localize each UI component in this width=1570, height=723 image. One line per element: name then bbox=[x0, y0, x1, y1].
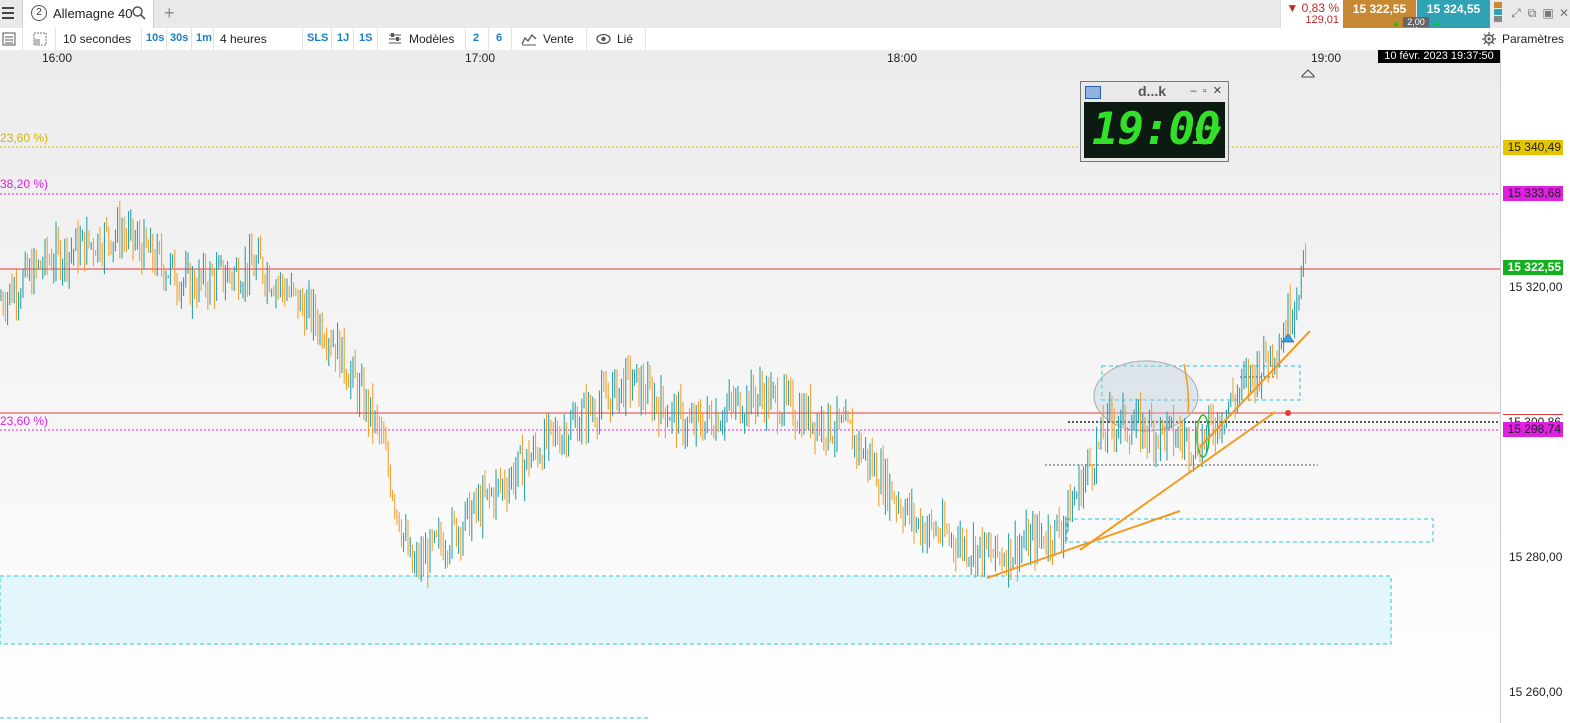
minimize-icon[interactable]: ‒ bbox=[1190, 85, 1197, 97]
trade-icon[interactable] bbox=[521, 32, 537, 46]
restore-icon[interactable]: ▣ bbox=[1542, 6, 1554, 20]
change-percent: 0,83 % bbox=[1301, 1, 1339, 15]
add-tab-icon[interactable]: + bbox=[164, 3, 175, 23]
spread-badge: 2,00 bbox=[1403, 17, 1429, 27]
maximize-icon[interactable]: ▫ bbox=[1202, 85, 1207, 97]
price-label: 15 260,00 bbox=[1509, 685, 1563, 699]
interval-1m[interactable]: 1m bbox=[196, 32, 212, 44]
price-label: 15 280,00 bbox=[1509, 550, 1563, 564]
down-arrow-icon: ▼ bbox=[1286, 1, 1299, 15]
trend-line[interactable] bbox=[986, 510, 1181, 579]
sell-price: 15 322,55 bbox=[1352, 2, 1407, 16]
tab-number: 2 bbox=[31, 5, 47, 21]
clock-seconds: 17 bbox=[1192, 122, 1221, 150]
layout-icon[interactable] bbox=[33, 32, 47, 46]
eye-icon[interactable] bbox=[596, 33, 611, 45]
up-arrow-icon: ▲ bbox=[1433, 18, 1442, 28]
clock-titlebar[interactable]: d...k ‒ ▫ ✕ bbox=[1081, 82, 1228, 100]
time-label: 19:00 bbox=[1311, 51, 1342, 65]
current-price-badge: 15 322,55 bbox=[1503, 260, 1563, 275]
close-icon[interactable]: ✕ bbox=[1558, 6, 1570, 20]
chart-canvas[interactable] bbox=[0, 64, 1500, 723]
zone-box[interactable] bbox=[1101, 365, 1301, 401]
tab-allemagne-40[interactable]: 2 Allemagne 40 bbox=[22, 0, 154, 28]
fib-label: 23,60 %) bbox=[0, 414, 49, 428]
sell-price-button[interactable]: 15 322,55 bbox=[1343, 0, 1416, 28]
trend-line[interactable] bbox=[1079, 411, 1276, 551]
window-icon bbox=[1085, 86, 1101, 99]
toolbar-6[interactable]: 6 bbox=[496, 32, 503, 44]
linked-button[interactable]: Lié bbox=[617, 32, 634, 46]
templates-icon[interactable] bbox=[388, 32, 402, 46]
close-icon[interactable]: ✕ bbox=[1212, 85, 1222, 97]
range-sls[interactable]: SLS bbox=[307, 32, 329, 44]
buy-price: 15 324,55 bbox=[1426, 2, 1481, 16]
clock-time: 19:00 bbox=[1092, 104, 1220, 155]
time-axis: 16:00 17:00 18:00 19:00 bbox=[0, 50, 1500, 65]
search-icon[interactable] bbox=[131, 5, 147, 21]
buy-price-button[interactable]: 15 324,55 bbox=[1417, 0, 1490, 28]
clock-display: 19:00 17 bbox=[1084, 102, 1225, 158]
settings-button[interactable]: Paramètres bbox=[1502, 32, 1565, 46]
tab-bar: 2 Allemagne 40 + ▼ 0,83 % 129,01 15 322,… bbox=[0, 0, 1570, 29]
fib-label: 23,60 %) bbox=[0, 131, 49, 145]
fib-382-badge: 15 333,68 bbox=[1503, 186, 1563, 201]
interval-select[interactable]: 10 secondes bbox=[63, 32, 132, 46]
side-select[interactable]: Vente bbox=[543, 32, 574, 46]
clock-title: d...k bbox=[1138, 83, 1167, 99]
fib-low-badge: 15 298,74 bbox=[1503, 422, 1563, 437]
change-points: 129,01 bbox=[1305, 14, 1339, 26]
trend-line[interactable] bbox=[1199, 330, 1311, 448]
range-select[interactable]: 4 heures bbox=[220, 32, 267, 46]
range-1s[interactable]: 1S bbox=[359, 32, 373, 44]
fib-top-badge: 15 340,49 bbox=[1503, 140, 1563, 155]
up-arrow-icon: ▲ bbox=[1392, 18, 1401, 28]
demand-zone[interactable] bbox=[0, 575, 1392, 645]
list-icon[interactable] bbox=[2, 32, 16, 46]
clock-widget[interactable]: d...k ‒ ▫ ✕ 19:00 17 bbox=[1080, 81, 1229, 162]
price-chart[interactable]: 23,60 %) 38,20 %) 23,60 %) bbox=[0, 64, 1500, 723]
chart-toolbar: 10 secondes 10s 30s 1m 4 heures SLS 1J 1… bbox=[0, 28, 1570, 51]
price-label: 15 320,00 bbox=[1509, 280, 1563, 294]
expand-icon[interactable]: ⤢ bbox=[1511, 6, 1521, 20]
fib-label: 38,20 %) bbox=[0, 177, 49, 191]
time-label: 16:00 bbox=[42, 51, 73, 65]
zone-box[interactable] bbox=[1066, 518, 1434, 543]
gear-icon[interactable] bbox=[1482, 32, 1496, 46]
toolbar-2[interactable]: 2 bbox=[473, 32, 480, 44]
popout-icon[interactable]: ⧉ bbox=[1527, 6, 1537, 20]
price-axis[interactable]: 15 340,49 15 333,68 15 322,55 15 320,00 … bbox=[1500, 50, 1570, 723]
menu-icon[interactable] bbox=[2, 7, 14, 19]
change-box: ▼ 0,83 % 129,01 bbox=[1280, 0, 1343, 28]
interval-10s[interactable]: 10s bbox=[146, 32, 165, 44]
tab-label: Allemagne 40 bbox=[53, 6, 133, 21]
range-1j[interactable]: 1J bbox=[337, 32, 350, 44]
time-label: 17:00 bbox=[465, 51, 496, 65]
interval-30s[interactable]: 30s bbox=[170, 32, 189, 44]
datetime-badge: 10 févr. 2023 19:37:50 bbox=[1378, 50, 1500, 63]
templates-button[interactable]: Modèles bbox=[409, 32, 455, 46]
time-label: 18:00 bbox=[887, 51, 918, 65]
